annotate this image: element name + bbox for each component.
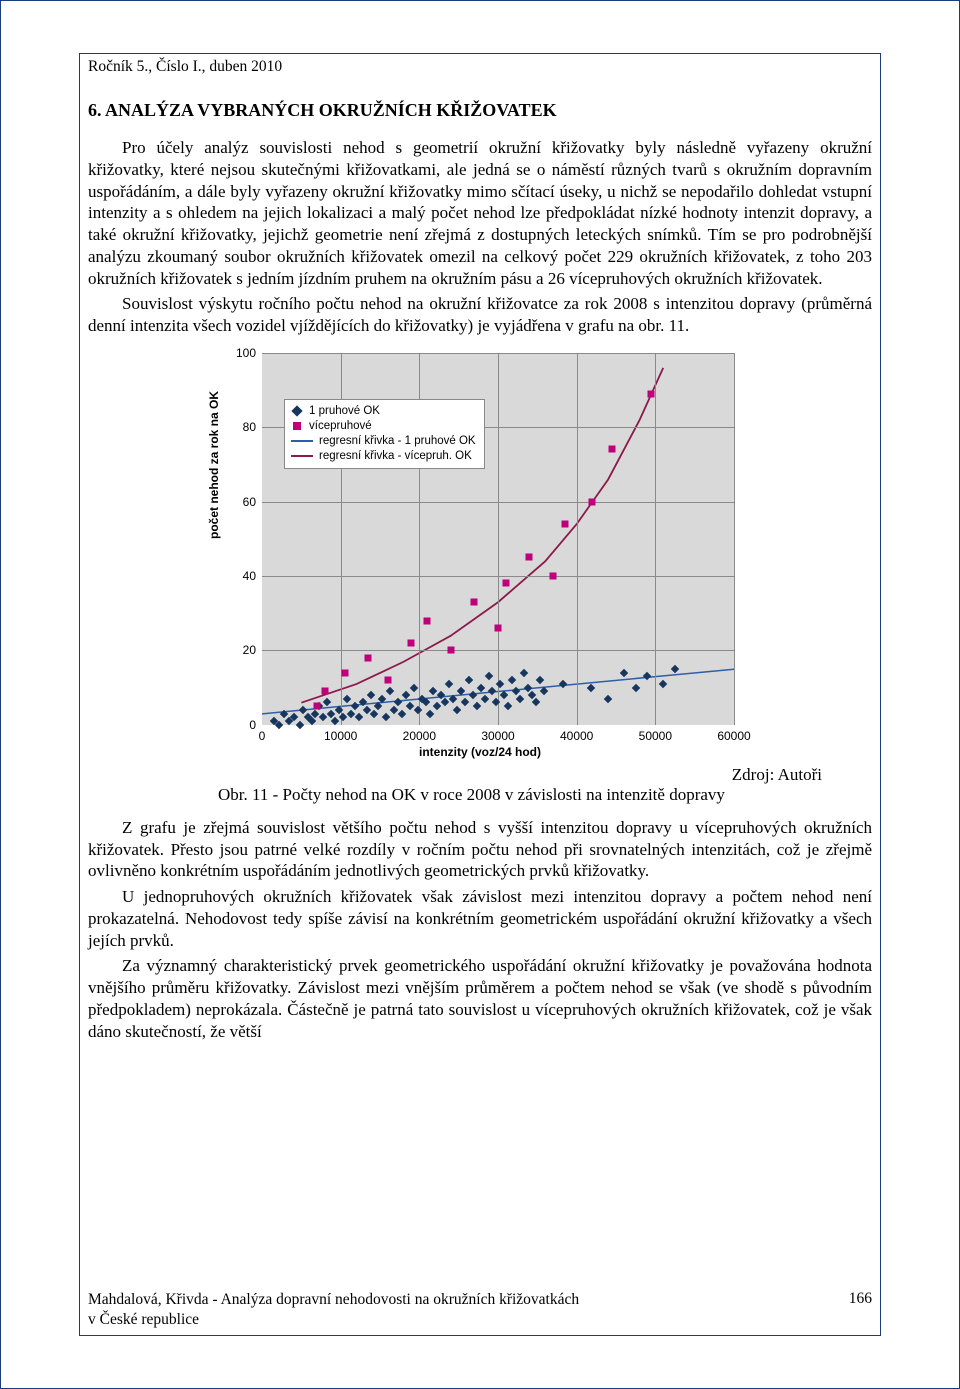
y-tick-label: 0: [210, 718, 256, 732]
legend-item-4: regresní křivka - vícepruh. OK: [291, 449, 476, 464]
paragraph-5: Za významný charakteristický prvek geome…: [88, 955, 872, 1042]
figure-source: Zdroj: Autoři: [88, 765, 822, 785]
legend-item-1: 1 pruhové OK: [291, 404, 476, 419]
x-tick-label: 50000: [639, 729, 672, 743]
y-tick-label: 40: [210, 569, 256, 583]
x-tick-label: 40000: [560, 729, 593, 743]
x-tick-label: 60000: [717, 729, 750, 743]
line-icon-red: [291, 455, 313, 457]
legend-item-3: regresní křivka - 1 pruhové OK: [291, 434, 476, 449]
footer-citation: Mahdalová, Křivda - Analýza dopravní neh…: [88, 1290, 579, 1329]
paragraph-3: Z grafu je zřejmá souvislost většího poč…: [88, 817, 872, 882]
legend-label-2: vícepruhové: [309, 419, 372, 434]
footer-line-2: v České republice: [88, 1311, 199, 1328]
paragraph-1: Pro účely analýz souvislosti nehod s geo…: [88, 137, 872, 289]
page-border-inner: Ročník 5., Číslo I., duben 2010 6. ANALÝ…: [79, 53, 881, 1336]
page-border-outer: Ročník 5., Číslo I., duben 2010 6. ANALÝ…: [0, 0, 960, 1389]
paragraph-4: U jednopruhových okružních křižovatek vš…: [88, 886, 872, 951]
legend-label-3: regresní křivka - 1 pruhové OK: [319, 434, 476, 449]
page-number: 166: [849, 1290, 872, 1329]
running-header: Ročník 5., Číslo I., duben 2010: [88, 58, 872, 76]
section-heading: 6. ANALÝZA VYBRANÝCH OKRUŽNÍCH KŘIŽOVATE…: [88, 100, 872, 121]
footer-line-1: Mahdalová, Křivda - Analýza dopravní neh…: [88, 1291, 579, 1308]
paragraph-2: Souvislost výskytu ročního počtu nehod n…: [88, 293, 872, 337]
legend-label-4: regresní křivka - vícepruh. OK: [319, 449, 472, 464]
line-icon-blue: [291, 440, 313, 442]
legend-label-1: 1 pruhové OK: [309, 404, 380, 419]
x-tick-label: 20000: [403, 729, 436, 743]
square-icon: [293, 422, 301, 430]
chart-legend: 1 pruhové OK vícepruhové regresní křivka…: [284, 399, 485, 469]
y-tick-label: 100: [210, 346, 256, 360]
y-axis-label: počet nehod za rok na OK: [207, 391, 221, 539]
x-axis-label: intenzity (voz/24 hod): [210, 745, 750, 759]
y-tick-label: 20: [210, 643, 256, 657]
x-tick-label: 0: [259, 729, 266, 743]
figure-11: počet nehod za rok na OK 0 20 40 60 80 100 0 1…: [210, 343, 750, 763]
legend-item-2: vícepruhové: [291, 419, 476, 434]
diamond-icon: [291, 406, 302, 417]
y-tick-label: 80: [210, 420, 256, 434]
content-area: Ročník 5., Číslo I., duben 2010 6. ANALÝ…: [80, 54, 880, 1050]
figure-caption: Obr. 11 - Počty nehod na OK v roce 2008 …: [218, 785, 872, 805]
x-tick-label: 10000: [324, 729, 357, 743]
scatter-chart: počet nehod za rok na OK 0 20 40 60 80 100 0 1…: [210, 343, 750, 763]
y-tick-label: 60: [210, 495, 256, 509]
page-footer: Mahdalová, Křivda - Analýza dopravní neh…: [88, 1290, 872, 1329]
x-tick-label: 30000: [481, 729, 514, 743]
